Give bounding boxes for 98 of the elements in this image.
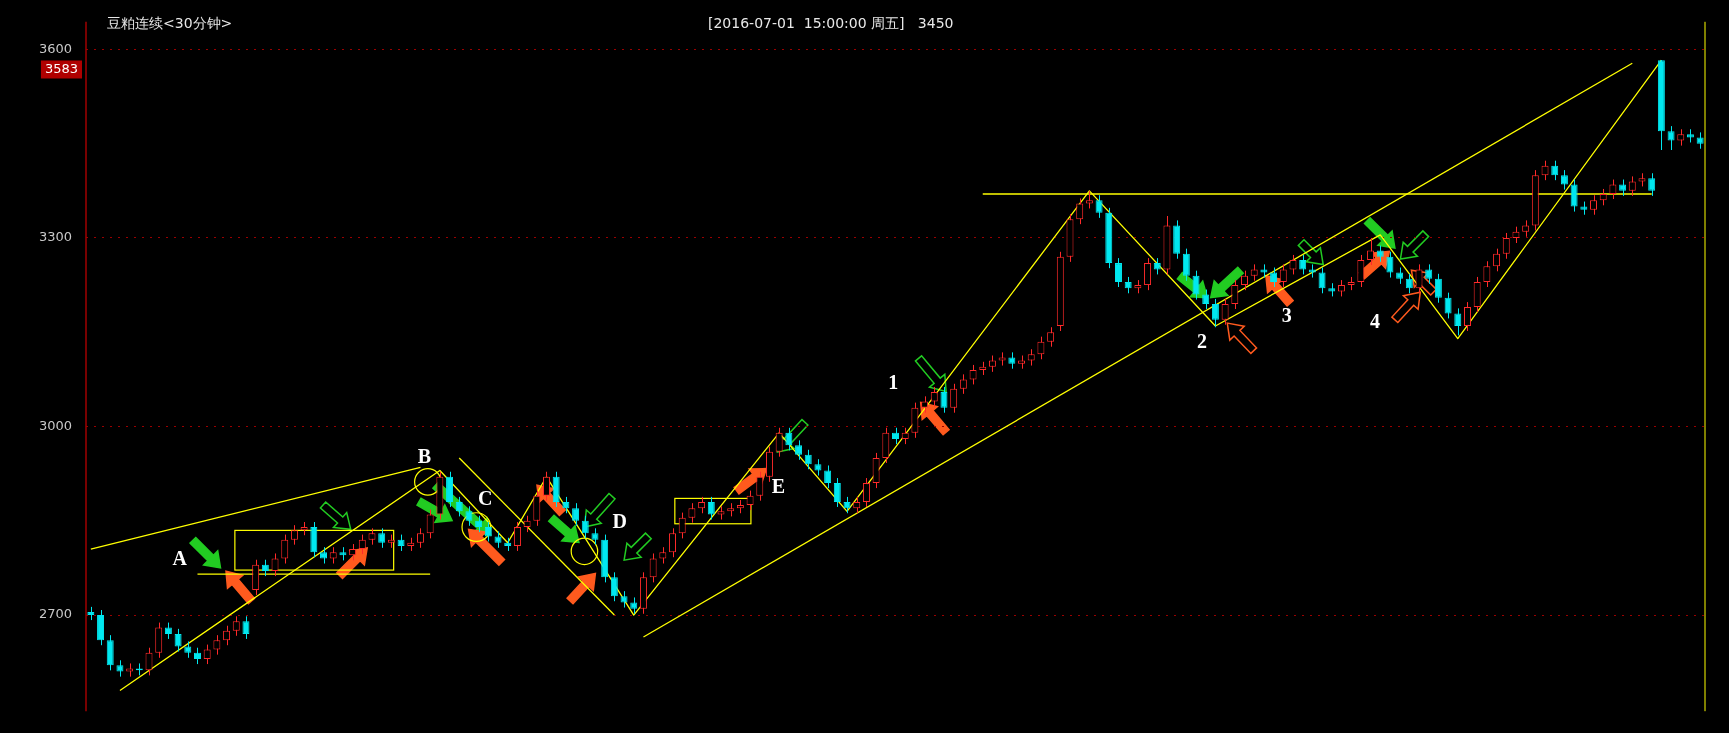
candlestick [1318, 267, 1326, 294]
candlestick [465, 505, 473, 527]
candlestick [106, 634, 114, 671]
candlestick [1231, 279, 1239, 310]
candlestick [1502, 232, 1510, 260]
candlestick [756, 471, 764, 502]
candlestick [1095, 194, 1103, 219]
candlestick [552, 471, 560, 508]
chart-title: 豆粕连续<30分钟> [107, 14, 233, 31]
candlestick [1279, 263, 1287, 288]
candlestick [1114, 257, 1122, 288]
candlestick [174, 628, 182, 652]
candlestick [1483, 260, 1491, 288]
candlestick [1182, 248, 1190, 282]
y-tick-label: 2700 [38, 606, 72, 622]
candlestick [513, 521, 521, 552]
candlestick [882, 427, 890, 464]
candlestick [572, 502, 580, 527]
y-tick-label: 3000 [38, 417, 72, 433]
candlestick [1628, 175, 1636, 197]
text: 3583 [44, 60, 78, 76]
candlestick [1648, 172, 1656, 197]
candlestick [145, 647, 153, 676]
candlestick [1444, 292, 1452, 319]
candlestick [804, 449, 812, 470]
y-tick-label: 3300 [38, 229, 72, 245]
candlestick [911, 402, 919, 439]
candlestick [543, 471, 550, 502]
candlestick [1202, 289, 1210, 310]
candlestick [203, 644, 211, 665]
candlestick [1667, 125, 1675, 151]
candlestick [1299, 254, 1307, 275]
candlestick [1434, 273, 1442, 304]
candlestick [969, 364, 977, 385]
candlestick [252, 559, 260, 596]
candlestick [1463, 301, 1471, 332]
candlestick [1454, 307, 1462, 336]
annotation: A [172, 547, 188, 570]
annotation: 4 [1370, 310, 1381, 333]
candlestick [281, 534, 289, 565]
candlestick [358, 534, 366, 555]
candlestick [1570, 179, 1578, 213]
candlestick [1405, 273, 1413, 294]
annotation: B [417, 444, 432, 467]
candlestick [833, 477, 841, 508]
candlestick [1192, 270, 1200, 301]
candlestick [707, 496, 715, 521]
candlestick [872, 452, 880, 489]
candlestick [97, 609, 105, 646]
annotation: D [612, 509, 627, 532]
candlestick [484, 521, 492, 543]
annotation: 2 [1196, 330, 1207, 353]
candlestick [824, 464, 832, 489]
candlestick [678, 512, 686, 539]
candlestick [1609, 179, 1617, 200]
candlestick [746, 490, 754, 511]
candlestick [649, 552, 657, 583]
candlestick [610, 571, 618, 602]
candlestick [1037, 336, 1045, 360]
candlestick [1386, 251, 1394, 279]
candlestick [426, 508, 434, 539]
candlestick [232, 615, 240, 637]
candlestick [1473, 276, 1481, 313]
candlestick [1425, 263, 1433, 285]
candlestick [765, 446, 773, 483]
annotation: 1 [888, 370, 899, 393]
candlestick [862, 477, 870, 508]
chart-subtitle: [2016-07-01 15:00:00 周五] 3450 [708, 14, 954, 31]
candlestick [378, 527, 386, 549]
candlestick [533, 490, 541, 527]
candlestick [950, 383, 958, 414]
annotation: C [477, 486, 493, 509]
candlestick [1289, 254, 1297, 275]
candlestick [213, 634, 221, 656]
candlestick [1357, 254, 1365, 288]
candlestick [669, 527, 677, 558]
candlestick [940, 386, 948, 414]
y-tick-label: 3600 [38, 40, 72, 56]
candlestick [1076, 197, 1084, 225]
candlestick [1551, 160, 1559, 181]
annotation: 3 [1281, 303, 1292, 326]
candlestick [155, 622, 163, 659]
candlestick [1144, 257, 1152, 291]
candlestick [455, 496, 463, 517]
candlestick [688, 502, 696, 524]
candlestick [446, 471, 454, 508]
candlestick [785, 427, 793, 451]
candlestick [1541, 160, 1549, 181]
candlestick [242, 615, 250, 640]
candlestick [1221, 298, 1229, 326]
annotation: E [771, 474, 786, 497]
candlestick [581, 515, 589, 539]
candlestick [271, 552, 279, 577]
candlestick [1211, 298, 1219, 328]
candlestick [775, 427, 783, 458]
candlestick [930, 386, 938, 407]
candlestick [1493, 248, 1501, 272]
candlestick [310, 521, 318, 558]
